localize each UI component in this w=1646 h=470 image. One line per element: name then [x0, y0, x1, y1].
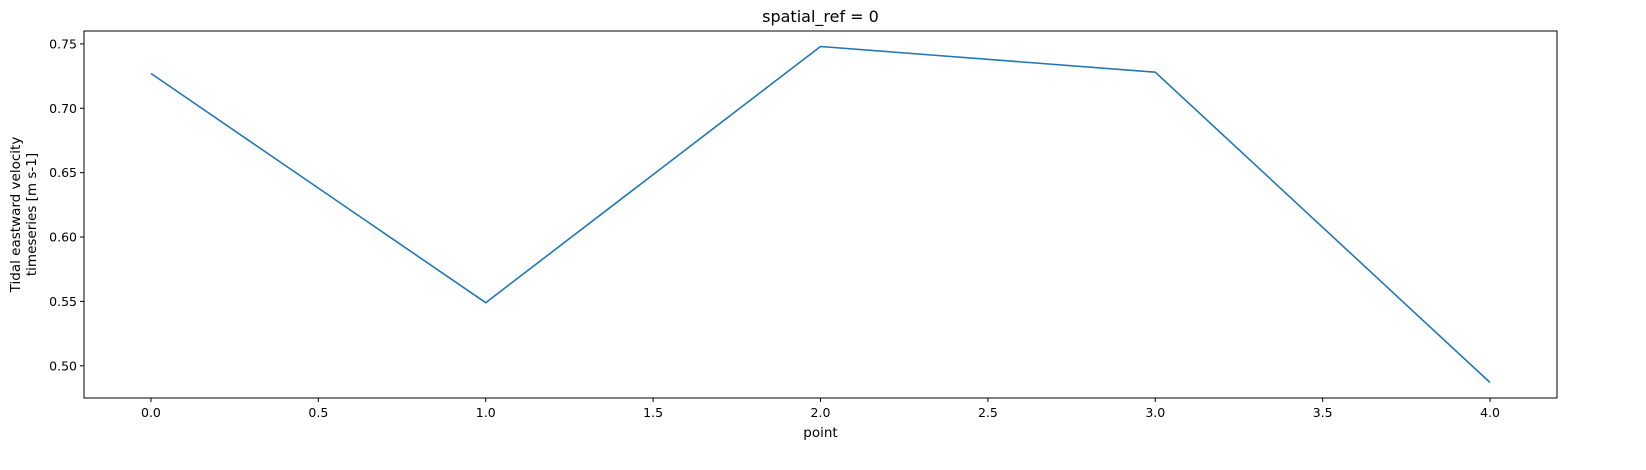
y-tick-label: 0.55: [49, 294, 77, 309]
x-tick-label: 1.5: [643, 405, 663, 420]
x-axis-label: point: [803, 425, 837, 441]
x-tick-label: 0.0: [141, 405, 161, 420]
series-line: [150, 45, 1491, 384]
x-tick-label: 2.5: [978, 405, 998, 420]
y-axis-label-line: Tidal eastward velocity: [8, 137, 24, 294]
y-tick-label: 0.65: [49, 165, 77, 180]
x-tick-label: 1.0: [476, 405, 496, 420]
chart-title: spatial_ref = 0: [762, 7, 879, 27]
y-tick-label: 0.70: [49, 101, 77, 116]
x-tick-label: 2.0: [811, 405, 831, 420]
y-tick-label: 0.60: [49, 230, 77, 245]
y-tick-label: 0.75: [49, 36, 77, 51]
y-axis-label-line: timeseries [m s-1]: [24, 153, 40, 276]
y-tick-label: 0.50: [49, 358, 77, 373]
x-tick-label: 0.5: [308, 405, 328, 420]
x-tick-label: 4.0: [1480, 405, 1500, 420]
x-tick-label: 3.5: [1313, 405, 1333, 420]
y-axis-label: Tidal eastward velocity timeseries [m s-…: [8, 137, 40, 294]
x-tick-label: 3.0: [1145, 405, 1165, 420]
